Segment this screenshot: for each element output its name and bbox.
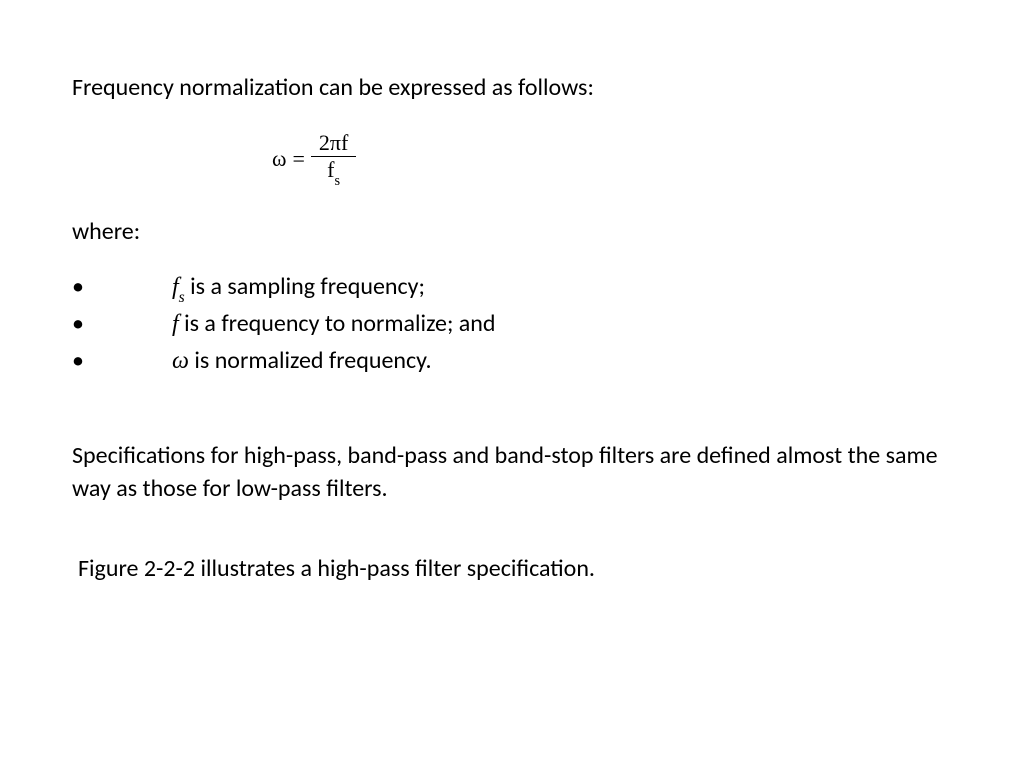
def-text: fs is a sampling frequency;	[172, 270, 425, 307]
spec-paragraph: Specifications for high-pass, band-pass …	[72, 440, 960, 505]
def-symbol-base: ω	[172, 348, 189, 374]
formula-denominator: fs	[319, 157, 348, 187]
formula-fraction: 2πf fs	[311, 131, 356, 187]
figure-reference: Figure 2-2-2 illustrates a high-pass fil…	[78, 553, 960, 585]
def-symbol-base: f	[172, 311, 179, 337]
list-item: • fs is a sampling frequency;	[72, 270, 960, 307]
denominator-sub: s	[335, 173, 341, 189]
denominator-base: f	[327, 157, 334, 182]
bullet-icon: •	[72, 344, 172, 381]
def-description: is a frequency to normalize; and	[179, 309, 496, 338]
formula-numerator: 2πf	[311, 131, 356, 157]
def-symbol-base: f	[172, 274, 179, 300]
definitions-list: • fs is a sampling frequency; • f is a f…	[72, 270, 960, 380]
bullet-icon: •	[72, 307, 172, 344]
bullet-icon: •	[72, 270, 172, 307]
list-item: • ω is normalized frequency.	[72, 344, 960, 381]
def-description: is a sampling frequency;	[185, 272, 425, 301]
list-item: • f is a frequency to normalize; and	[72, 307, 960, 344]
where-label: where:	[72, 217, 960, 246]
def-symbol-sub: s	[179, 289, 185, 306]
def-description: is normalized frequency.	[189, 346, 432, 375]
def-text: ω is normalized frequency.	[172, 344, 432, 381]
slide: Frequency normalization can be expressed…	[0, 0, 1024, 768]
def-text: f is a frequency to normalize; and	[172, 307, 496, 344]
formula: ω = 2πf fs	[272, 131, 960, 187]
formula-lhs: ω	[272, 146, 286, 172]
formula-equals: =	[292, 146, 304, 172]
intro-text: Frequency normalization can be expressed…	[72, 72, 960, 103]
